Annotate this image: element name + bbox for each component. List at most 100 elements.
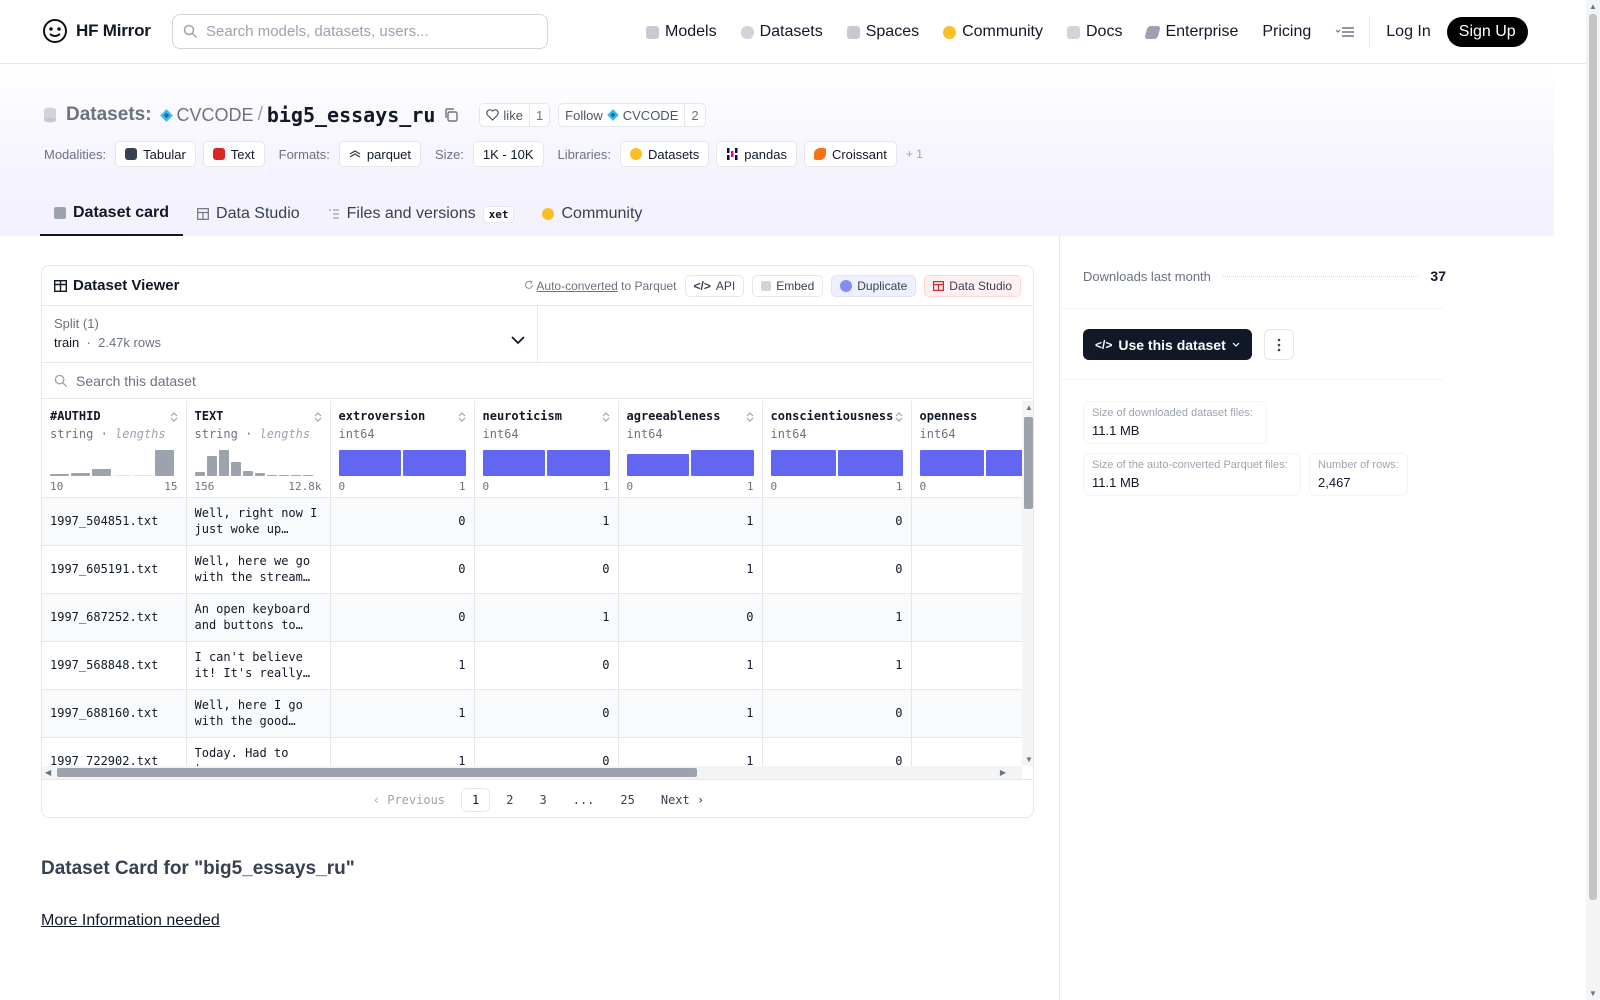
data-studio-button[interactable]: Data Studio bbox=[924, 274, 1021, 297]
nav-docs[interactable]: Docs bbox=[1067, 17, 1122, 47]
page-button-1[interactable]: 1 bbox=[461, 787, 491, 812]
signup-button[interactable]: Sign Up bbox=[1446, 17, 1528, 47]
histogram-bar[interactable] bbox=[113, 474, 132, 476]
cell-authid[interactable]: 1997_568848.txt bbox=[42, 641, 187, 690]
search-input[interactable] bbox=[206, 23, 526, 40]
cell-text[interactable]: Well, here I go with the good old… bbox=[186, 689, 331, 738]
cell-text[interactable]: Well, right now I just woke up from… bbox=[186, 497, 331, 546]
scroll-down-icon[interactable]: ▼ bbox=[1589, 989, 1597, 998]
horizontal-scrollbar[interactable]: ◀ ▶ bbox=[42, 766, 1022, 779]
cell-text[interactable]: I can't believe it! It's really… bbox=[186, 641, 331, 690]
page-button-last[interactable]: 25 bbox=[620, 792, 635, 807]
cell-authid[interactable]: 1997_605191.txt bbox=[42, 545, 187, 594]
cell-conscientiousness[interactable]: 0 bbox=[762, 497, 912, 546]
cell-agreeableness[interactable]: 1 bbox=[618, 545, 763, 594]
histogram-bar[interactable] bbox=[626, 453, 689, 476]
cell-agreeableness[interactable]: 0 bbox=[618, 593, 763, 642]
embed-button[interactable]: Embed bbox=[752, 274, 824, 297]
histogram-bar[interactable] bbox=[302, 474, 313, 476]
histogram-bar[interactable] bbox=[985, 449, 1022, 476]
cell-authid[interactable]: 1997_688160.txt bbox=[42, 689, 187, 738]
cell-openness[interactable] bbox=[911, 497, 1022, 546]
cell-authid[interactable]: 1997_722902.txt bbox=[42, 737, 187, 766]
histogram-bar[interactable] bbox=[547, 449, 610, 476]
histogram-bar[interactable] bbox=[290, 474, 301, 476]
split-selector[interactable]: Split (1) train · 2.47k rows bbox=[42, 306, 538, 362]
more-options-button[interactable] bbox=[1264, 329, 1294, 360]
dataset-search-input[interactable] bbox=[76, 372, 576, 389]
histogram-bar[interactable] bbox=[770, 449, 836, 476]
histogram-bar[interactable] bbox=[482, 449, 545, 476]
sort-icon[interactable] bbox=[746, 411, 754, 423]
cell-neuroticism[interactable]: 0 bbox=[474, 737, 619, 766]
nav-community[interactable]: Community bbox=[943, 17, 1043, 47]
cell-text[interactable]: Today. Had to turn bbox=[186, 737, 331, 766]
scroll-left-icon[interactable]: ◀ bbox=[45, 768, 52, 777]
histogram-bar[interactable] bbox=[691, 449, 754, 476]
table-row[interactable]: 1997_504851.txt Well, right now I just w… bbox=[42, 497, 1022, 546]
cell-text[interactable]: An open keyboard and buttons to… bbox=[186, 593, 331, 642]
histogram-bar[interactable] bbox=[338, 449, 401, 476]
tag-parquet[interactable]: parquet bbox=[338, 141, 422, 167]
histogram-bar[interactable] bbox=[71, 472, 90, 476]
auto-converted-link[interactable]: Auto-converted bbox=[536, 278, 618, 293]
histogram-bar[interactable] bbox=[134, 474, 153, 476]
more-menu-icon[interactable] bbox=[1335, 25, 1355, 39]
prev-page-button[interactable]: ‹ Previous bbox=[372, 792, 446, 807]
cell-neuroticism[interactable]: 1 bbox=[474, 593, 619, 642]
tab-data-studio[interactable]: Data Studio bbox=[183, 192, 314, 236]
cell-extroversion[interactable]: 1 bbox=[330, 737, 475, 766]
column-header-openness[interactable]: openness int64 0 bbox=[911, 401, 1022, 498]
sort-icon[interactable] bbox=[314, 411, 322, 423]
more-info-link[interactable]: More Information needed bbox=[41, 912, 220, 929]
histogram-bar[interactable] bbox=[403, 449, 466, 476]
datasets-label[interactable]: Datasets: bbox=[66, 104, 152, 125]
sort-icon[interactable] bbox=[895, 411, 903, 423]
api-button[interactable]: </> API bbox=[684, 274, 745, 297]
page-button-3[interactable]: 3 bbox=[539, 792, 547, 807]
tag-size[interactable]: 1K - 10K bbox=[472, 141, 544, 167]
cell-conscientiousness[interactable]: 1 bbox=[762, 593, 912, 642]
vertical-scrollbar[interactable]: ▲ ▼ bbox=[1022, 401, 1033, 766]
histogram-bar[interactable] bbox=[919, 449, 984, 476]
cell-agreeableness[interactable]: 1 bbox=[618, 737, 763, 766]
copy-icon[interactable] bbox=[443, 107, 459, 123]
histogram-bar[interactable] bbox=[218, 449, 229, 476]
tab-dataset-card[interactable]: Dataset card bbox=[40, 192, 184, 236]
table-row[interactable]: 1997_688160.txt Well, here I go with the… bbox=[42, 689, 1022, 738]
scroll-down-icon[interactable]: ▼ bbox=[1025, 755, 1033, 764]
cell-extroversion[interactable]: 0 bbox=[330, 593, 475, 642]
table-row[interactable]: 1997_568848.txt I can't believe it! It's… bbox=[42, 641, 1022, 690]
column-header-text[interactable]: TEXT string · lengths 156 12.8k bbox=[186, 401, 331, 498]
histogram-bar[interactable] bbox=[254, 472, 265, 476]
histogram-bar[interactable] bbox=[266, 474, 277, 476]
histogram-bar[interactable] bbox=[92, 468, 111, 476]
dataset-search[interactable] bbox=[42, 363, 1033, 399]
tab-files[interactable]: Files and versions xet bbox=[314, 192, 529, 236]
cell-openness[interactable] bbox=[911, 689, 1022, 738]
tag-datasets-lib[interactable]: Datasets bbox=[619, 141, 710, 167]
scroll-up-icon[interactable]: ▲ bbox=[1025, 403, 1033, 412]
tag-text[interactable]: Text bbox=[202, 141, 265, 167]
page-scrollbar[interactable]: ▲ ▼ bbox=[1586, 0, 1600, 1000]
nav-models[interactable]: Models bbox=[646, 17, 717, 47]
dataset-name[interactable]: big5_essays_ru bbox=[266, 103, 436, 127]
cell-neuroticism[interactable]: 0 bbox=[474, 545, 619, 594]
scroll-up-icon[interactable]: ▲ bbox=[1589, 2, 1597, 11]
histogram-bar[interactable] bbox=[242, 470, 253, 476]
duplicate-button[interactable]: Duplicate bbox=[831, 274, 917, 297]
cell-conscientiousness[interactable]: 1 bbox=[762, 641, 912, 690]
cell-agreeableness[interactable]: 1 bbox=[618, 497, 763, 546]
cell-neuroticism[interactable]: 1 bbox=[474, 497, 619, 546]
scroll-right-icon[interactable]: ▶ bbox=[999, 768, 1006, 777]
histogram-bar[interactable] bbox=[206, 455, 217, 476]
histogram-bar[interactable] bbox=[155, 449, 174, 476]
tag-pandas[interactable]: pandas bbox=[716, 141, 797, 167]
cell-extroversion[interactable]: 0 bbox=[330, 497, 475, 546]
histogram-bar[interactable] bbox=[50, 473, 69, 476]
cell-conscientiousness[interactable]: 0 bbox=[762, 737, 912, 766]
